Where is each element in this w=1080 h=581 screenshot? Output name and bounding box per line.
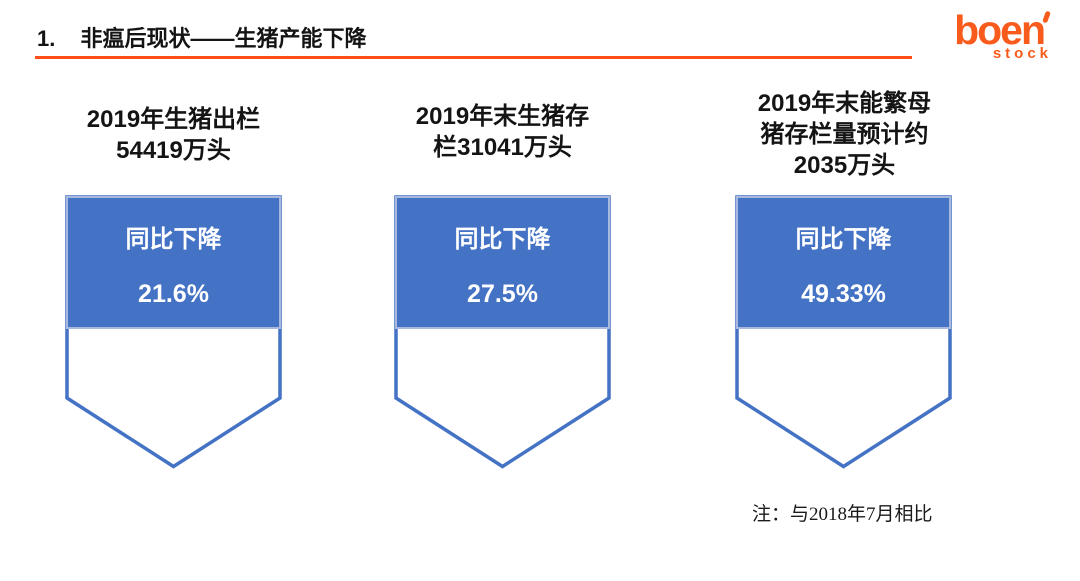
page-title: 1. 非瘟后现状——生猪产能下降 (37, 21, 367, 53)
stat-header-sows: 2019年末能繁母 猪存栏量预计约 2035万头 (757, 90, 932, 179)
banner-value: 27.5% (467, 280, 538, 308)
title-number: 1. (37, 26, 56, 51)
logo-subtitle: stock (992, 45, 1052, 62)
stat-banner-slaughter: 同比下降 21.6% (65, 195, 282, 470)
stat-banner-sows: 同比下降 49.33% (735, 195, 952, 470)
stat-banner-inventory: 同比下降 27.5% (394, 195, 611, 470)
logo-wordmark: boen (954, 7, 1046, 53)
banner-label: 同比下降 (125, 226, 222, 253)
boen-stock-logo: boen stock (942, 8, 1052, 62)
pennant-shape (394, 195, 611, 469)
banner-value: 21.6% (138, 280, 209, 308)
stat-header-inventory: 2019年末生猪存 栏31041万头 (415, 103, 590, 161)
title-underline (35, 56, 912, 59)
title-text: 非瘟后现状——生猪产能下降 (80, 26, 367, 51)
stat-header-slaughter: 2019年生猪出栏 54419万头 (86, 106, 261, 164)
banner-value: 49.33% (801, 280, 886, 308)
banner-label: 同比下降 (454, 226, 551, 253)
pennant-shape (65, 195, 282, 469)
pennant-shape (735, 195, 952, 469)
banner-label: 同比下降 (795, 226, 892, 253)
footnote: 注：与2018年7月相比 (752, 504, 933, 525)
